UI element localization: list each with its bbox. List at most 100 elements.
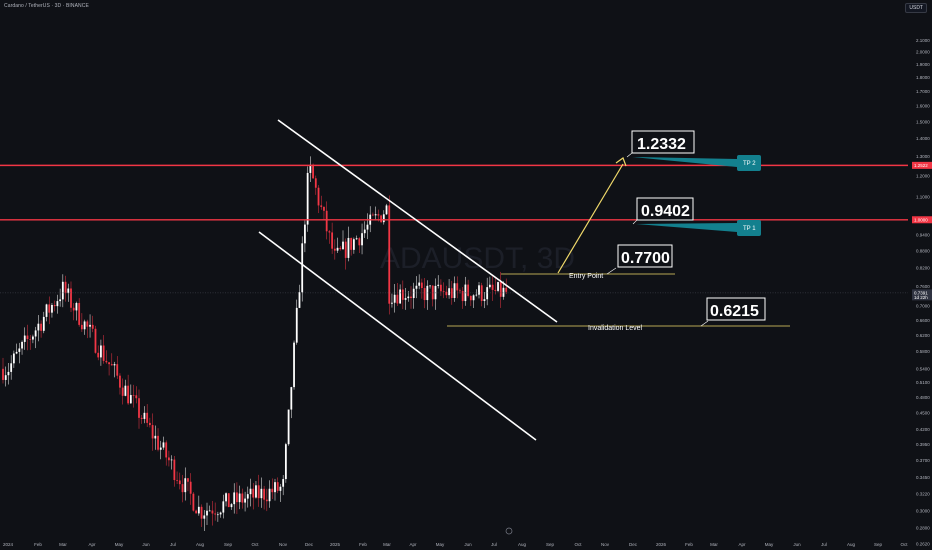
descending-channel — [258, 119, 558, 441]
candle-body — [388, 205, 391, 304]
candle-body — [347, 237, 350, 258]
x-tick-label: Apr — [738, 542, 746, 547]
candle-body — [32, 336, 34, 340]
candle-body — [211, 510, 214, 514]
candle-body — [314, 178, 317, 188]
x-tick-label: Aug — [847, 542, 856, 547]
x-tick-label: Sep — [546, 542, 555, 547]
candle-body — [42, 316, 45, 331]
tp1-badge-label: TP 1 — [743, 226, 756, 232]
candle-body — [274, 482, 276, 493]
candle-body — [450, 288, 453, 299]
candle-body — [170, 459, 173, 461]
candle-body — [344, 241, 347, 258]
candle-body — [372, 214, 374, 216]
price-label-bg — [912, 289, 932, 301]
candle-body — [176, 480, 178, 481]
time-marker-icon[interactable] — [505, 527, 513, 535]
candle-body — [284, 444, 287, 480]
candle-body — [67, 288, 70, 294]
candle-body — [366, 224, 369, 230]
y-tick-label: 0.6600 — [916, 318, 930, 323]
candle-body — [12, 353, 15, 364]
candle-body — [257, 485, 260, 499]
candle-body — [358, 238, 361, 246]
candle-body — [502, 287, 505, 297]
candle-body — [233, 492, 236, 505]
x-tick-label: Feb — [685, 542, 693, 547]
entry-connector — [606, 267, 617, 275]
candle-body — [304, 224, 306, 244]
candle-body — [135, 395, 138, 399]
y-tick-label: 0.5400 — [916, 366, 930, 371]
candle-body — [301, 243, 304, 293]
candle-body — [70, 288, 72, 308]
candle-body — [255, 485, 257, 498]
x-tick-label: Jul — [821, 542, 827, 547]
entry-value: 0.7700 — [621, 250, 670, 267]
candle-body — [295, 307, 298, 343]
candle-body — [225, 493, 227, 502]
y-tick-label: 0.4800 — [916, 395, 930, 400]
candle-body — [268, 488, 271, 502]
symbol-title: Cardano / TetherUS · 3D · BINANCE — [4, 3, 89, 9]
entry-value-box — [617, 244, 673, 268]
currency-selector[interactable]: USDT — [905, 3, 927, 13]
y-tick-label: 1.4000 — [916, 136, 930, 141]
candle-body — [203, 515, 206, 519]
x-tick-label: Sep — [224, 542, 233, 547]
channel-upper-line — [277, 119, 558, 323]
candle-body — [138, 398, 140, 418]
tp2-badge — [737, 155, 761, 171]
candle-body — [236, 492, 238, 503]
y-tick-label: 0.3000 — [916, 509, 930, 514]
y-tick-label: 1.6000 — [916, 104, 930, 109]
x-tick-label: Jun — [464, 542, 472, 547]
candle-body — [192, 493, 195, 511]
candle-body — [336, 247, 339, 251]
candle-body — [445, 291, 448, 296]
x-tick-label: Jun — [793, 542, 801, 547]
candle-body — [26, 335, 29, 339]
target-path-line — [557, 163, 624, 274]
candle-body — [29, 338, 32, 340]
tp1-value-box — [636, 197, 694, 221]
candle-body — [391, 302, 393, 304]
candle-body — [162, 442, 165, 448]
x-tick-label: May — [436, 542, 445, 547]
candle-body — [15, 351, 18, 354]
candle-body — [159, 447, 162, 450]
candle-body — [184, 478, 187, 493]
candle-body — [263, 488, 266, 500]
candle-body — [309, 164, 312, 173]
candle-body — [238, 493, 241, 503]
candle-body — [187, 478, 189, 482]
y-tick-label: 1.5000 — [916, 119, 930, 124]
candlestick-series — [2, 156, 508, 532]
y-tick-label: 0.5100 — [916, 380, 930, 385]
y-tick-label: 1.1000 — [916, 194, 930, 199]
x-tick-label: Oct — [574, 542, 582, 547]
candle-body — [323, 206, 325, 211]
y-tick-label: 0.7000 — [916, 304, 930, 309]
tp2-value-box — [631, 130, 695, 154]
candle-body — [21, 341, 23, 349]
target-arrowhead — [615, 157, 627, 167]
candle-body — [37, 323, 40, 331]
x-tick-label: Nov — [279, 542, 288, 547]
candle-body — [121, 387, 124, 396]
x-tick-label: Jul — [170, 542, 176, 547]
invalidation-connector — [700, 320, 709, 327]
candle-body — [208, 510, 211, 512]
candle-body — [461, 291, 464, 302]
candle-body — [148, 422, 151, 426]
candle-body — [34, 330, 37, 337]
candle-body — [195, 510, 198, 514]
candle-body — [494, 289, 497, 291]
candle-body — [265, 499, 268, 502]
candle-body — [116, 364, 119, 376]
candle-body — [410, 296, 412, 299]
candle-body — [434, 285, 437, 300]
candle-body — [412, 288, 415, 299]
